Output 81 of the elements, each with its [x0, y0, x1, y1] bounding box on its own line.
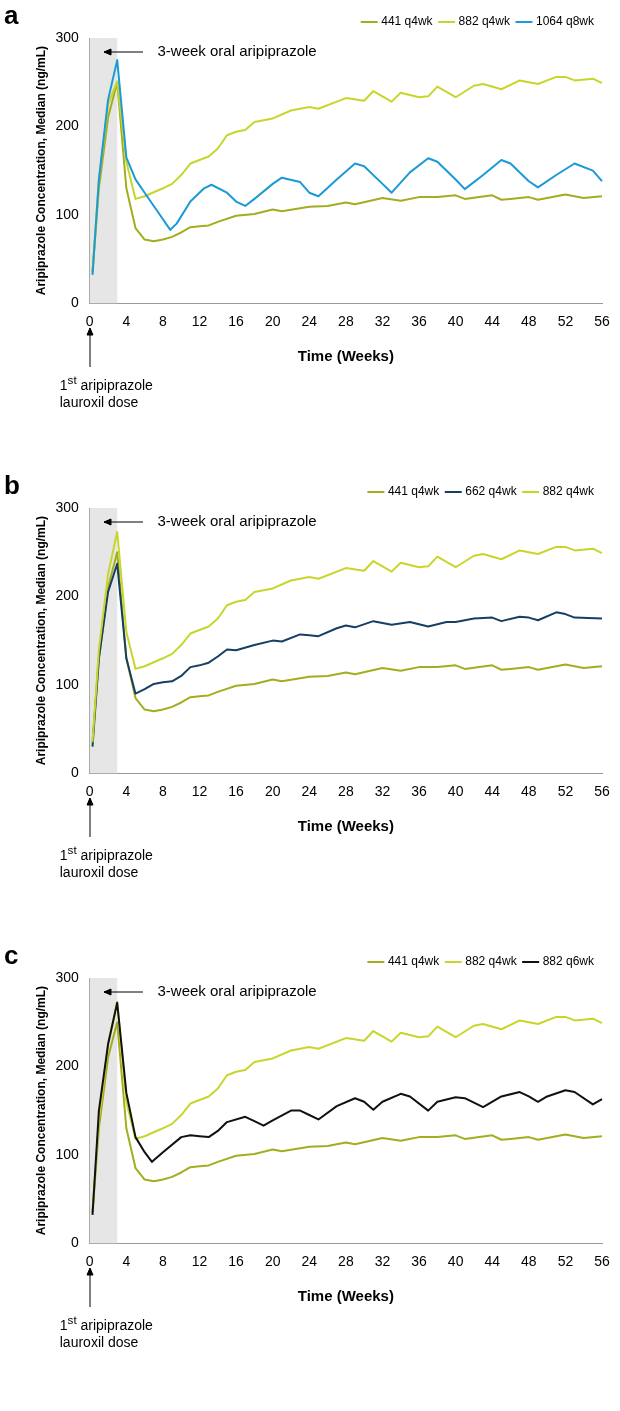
x-tick-label: 12 [191, 1253, 208, 1270]
y-tick-label: 300 [55, 968, 79, 985]
x-tick-label: 44 [484, 1253, 501, 1270]
x-tick-label: 20 [264, 313, 281, 330]
x-tick-label: 24 [301, 313, 318, 330]
x-tick-label: 48 [521, 313, 537, 330]
legend-label: 882 q6wk [542, 954, 595, 969]
y-tick-label: 0 [70, 764, 79, 781]
x-tick-label: 28 [338, 1253, 354, 1270]
x-tick-label: 24 [301, 783, 318, 800]
y-axis-title: Aripiprazole Concentration, Median (ng/mL) [33, 45, 48, 296]
y-tick-label: 100 [55, 205, 79, 222]
x-tick-label: 8 [159, 313, 168, 330]
legend-label: 882 q4wk [465, 954, 518, 969]
y-tick-label: 100 [55, 1145, 79, 1162]
y-tick-label: 100 [55, 675, 79, 692]
x-tick-label: 36 [411, 1253, 428, 1270]
x-tick-label: 40 [447, 1253, 464, 1270]
chart-title: b [4, 470, 20, 501]
text: 1$^{st}$ aripiprazole lauroxil dose [59, 372, 154, 411]
x-tick-label: 0 [85, 313, 94, 330]
legend-label: 441 q4wk [387, 484, 441, 499]
legend-label: 662 q4wk [465, 484, 518, 499]
x-tick-label: 28 [338, 783, 354, 800]
y-tick-label: 200 [55, 587, 79, 604]
x-tick-label: 52 [557, 783, 574, 800]
x-tick-label: 24 [301, 1253, 318, 1270]
legend-label: 1064 q8wk [535, 14, 595, 29]
y-tick-label: 200 [55, 117, 79, 134]
annotation: 3-week oral aripiprazole [157, 512, 317, 529]
x-tick-label: 48 [521, 783, 537, 800]
x-tick-label: 16 [228, 1253, 245, 1270]
text: 1$^{st}$ aripiprazole lauroxil dose [59, 1312, 154, 1351]
annotation: 3-week oral aripiprazole [157, 42, 317, 59]
x-tick-label: 32 [374, 783, 391, 800]
x-tick-label: 56 [594, 1253, 610, 1270]
x-tick-label: 12 [191, 783, 208, 800]
x-tick-label: 16 [228, 313, 245, 330]
y-axis-title: Aripiprazole Concentration, Median (ng/mL) [33, 515, 48, 766]
y-tick-label: 300 [55, 28, 79, 45]
x-tick-label: 20 [264, 783, 281, 800]
x-tick-label: 4 [122, 783, 131, 800]
x-tick-label: 4 [122, 313, 131, 330]
annotation: 3-week oral aripiprazole [157, 982, 317, 999]
x-tick-label: 4 [122, 1253, 131, 1270]
x-axis-title: Time (Weeks) [297, 347, 394, 365]
x-tick-label: 40 [447, 783, 464, 800]
legend-label: 882 q4wk [542, 484, 595, 499]
x-tick-label: 20 [264, 1253, 281, 1270]
y-axis-title: Aripiprazole Concentration, Median (ng/mL) [33, 985, 48, 1236]
x-tick-label: 40 [447, 313, 464, 330]
x-axis-title: Time (Weeks) [297, 817, 394, 835]
y-tick-label: 200 [55, 1057, 79, 1074]
x-tick-label: 52 [557, 313, 574, 330]
chart-title: c [4, 940, 19, 971]
x-tick-label: 16 [228, 783, 245, 800]
x-tick-label: 8 [159, 783, 168, 800]
y-tick-label: 300 [55, 498, 79, 515]
x-tick-label: 12 [191, 313, 208, 330]
x-tick-label: 44 [484, 783, 501, 800]
x-tick-label: 32 [374, 313, 391, 330]
x-tick-label: 32 [374, 1253, 391, 1270]
x-tick-label: 48 [521, 1253, 537, 1270]
x-tick-label: 52 [557, 1253, 574, 1270]
x-tick-label: 0 [85, 783, 94, 800]
legend-label: 882 q4wk [458, 14, 511, 29]
x-tick-label: 28 [338, 313, 354, 330]
chart-title: a [4, 0, 19, 31]
x-axis-title: Time (Weeks) [297, 1287, 394, 1305]
x-tick-label: 56 [594, 313, 610, 330]
legend-label: 441 q4wk [381, 14, 434, 29]
x-tick-label: 8 [159, 1253, 168, 1270]
text: 1$^{st}$ aripiprazole lauroxil dose [59, 842, 154, 881]
x-tick-label: 36 [411, 313, 428, 330]
legend-label: 441 q4wk [387, 954, 441, 969]
x-tick-label: 56 [594, 783, 610, 800]
x-tick-label: 0 [85, 1253, 94, 1270]
y-tick-label: 0 [70, 294, 79, 311]
x-tick-label: 36 [411, 783, 428, 800]
x-tick-label: 44 [484, 313, 501, 330]
y-tick-label: 0 [70, 1234, 79, 1251]
